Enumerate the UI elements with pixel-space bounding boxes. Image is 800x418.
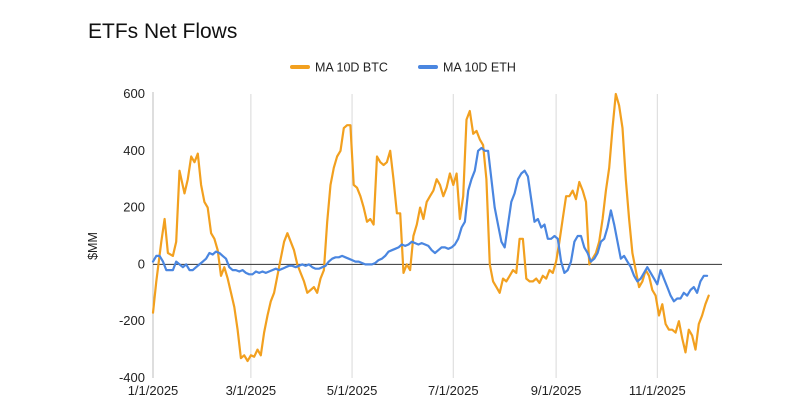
y-axis-label: $MM [86, 232, 100, 260]
chart-title: ETFs Net Flows [88, 20, 238, 43]
y-tick-label: 400 [123, 143, 145, 158]
x-tick-label: 9/1/2025 [531, 383, 582, 398]
series-layer [151, 92, 710, 363]
series-line-eth [151, 146, 709, 303]
y-tick-label: 0 [138, 256, 145, 271]
y-tick-label: -200 [119, 313, 145, 328]
y-tick-label: 600 [123, 86, 145, 101]
legend-layer: MA 10D BTC MA 10D ETH [290, 61, 516, 75]
y-tick-label: 200 [123, 200, 145, 215]
x-tick-label: 1/1/2025 [128, 383, 179, 398]
grid-layer [250, 94, 658, 378]
x-tick-label: 11/1/2025 [629, 383, 686, 398]
x-tick-label: 7/1/2025 [428, 383, 479, 398]
legend-label: MA 10D BTC [315, 61, 388, 75]
axis-layer: 1/1/2025 3/1/2025 5/1/2025 7/1/2025 9/1/2025… [119, 86, 722, 398]
y-tick-label: -400 [119, 370, 145, 385]
x-tick-label: 5/1/2025 [327, 383, 378, 398]
x-tick-label: 3/1/2025 [226, 383, 277, 398]
legend-label: MA 10D ETH [443, 61, 516, 75]
series-line-btc [151, 92, 710, 363]
